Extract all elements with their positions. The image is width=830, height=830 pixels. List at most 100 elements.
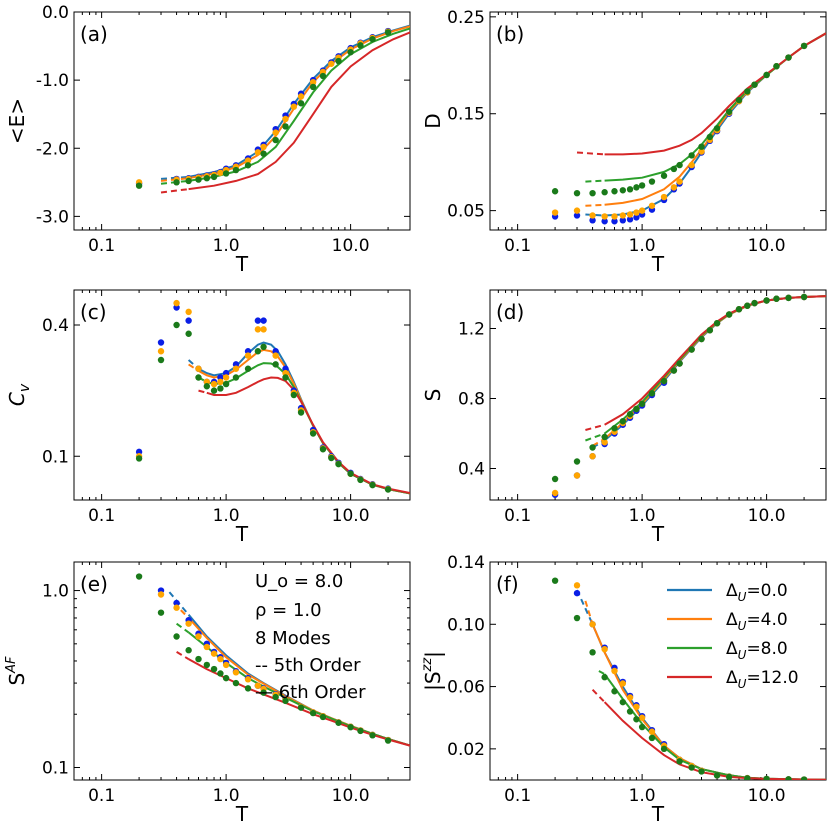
data-point (601, 439, 608, 446)
data-point (195, 633, 202, 640)
x-axis-label: T (235, 522, 249, 546)
data-point (135, 455, 143, 462)
data-point (272, 693, 279, 701)
data-point (735, 306, 743, 313)
data-point (633, 703, 640, 711)
data-point (638, 182, 646, 189)
data-point (195, 374, 202, 381)
data-point (244, 157, 252, 164)
data-point (217, 374, 224, 381)
data-point (800, 42, 808, 50)
data-point (638, 400, 646, 407)
y-tick-label: 0.25 (447, 8, 485, 28)
data-point (185, 308, 192, 316)
panel-label: (e) (80, 572, 108, 596)
data-point (573, 589, 581, 597)
series-line-5th-order (591, 689, 606, 703)
annotation-line-1: U_o = 8.0 (255, 571, 343, 592)
data-point (173, 179, 180, 186)
data-point (357, 727, 364, 735)
data-point (244, 365, 252, 372)
annotation-line-3: 8 Modes (255, 628, 331, 649)
data-point (222, 661, 230, 669)
series-line-5th-order (188, 363, 200, 372)
x-tick-label: 0.1 (88, 506, 115, 526)
data-point (688, 152, 695, 159)
x-tick-label: 10.0 (748, 786, 786, 806)
data-point (626, 694, 634, 701)
data-point (660, 745, 668, 753)
data-point (589, 189, 596, 197)
plot-frame (73, 289, 411, 501)
data-point (633, 184, 640, 191)
data-point (309, 83, 317, 91)
plot-area (551, 32, 826, 225)
x-tick-label: 10.0 (748, 506, 786, 526)
x-tick-label: 1.0 (213, 236, 240, 256)
data-point (763, 775, 770, 780)
data-point (670, 367, 678, 374)
data-point (611, 667, 618, 675)
x-axis-label: T (651, 522, 665, 546)
panel-4: 0.1 1.0 10.0 1.2 0.8 0.4 T S (d) (421, 289, 827, 546)
data-point (626, 708, 634, 715)
data-point (222, 170, 230, 177)
data-point (260, 689, 267, 696)
data-point (589, 453, 596, 460)
data-point (203, 175, 211, 182)
series-line-6th-order (188, 27, 410, 182)
data-point (217, 378, 224, 386)
data-point (347, 48, 354, 56)
data-point (232, 679, 240, 687)
series-line-5th-order (576, 151, 605, 156)
data-point (698, 148, 705, 155)
data-point (232, 365, 240, 372)
annotation-block: U_o = 8.0 ρ = 1.0 8 Modes -- 5th Order —… (255, 571, 366, 703)
data-point (589, 444, 596, 451)
x-axis-label: T (235, 252, 249, 276)
data-point (725, 108, 733, 115)
data-point (648, 390, 656, 397)
data-point (282, 365, 289, 372)
data-point (589, 621, 596, 628)
data-point (573, 582, 581, 589)
data-point (713, 320, 721, 327)
data-point (573, 212, 581, 219)
data-point (369, 36, 376, 43)
data-point (638, 714, 646, 721)
annotation-line-5: — 6th Order (255, 682, 366, 703)
data-point (210, 380, 218, 388)
data-point (601, 433, 608, 441)
data-point (551, 188, 559, 195)
data-point (173, 633, 180, 640)
series-line-6th-order (188, 24, 410, 178)
data-point (698, 768, 705, 775)
data-point (626, 216, 634, 223)
plot-area (135, 299, 410, 495)
data-point (335, 460, 342, 468)
data-point (773, 63, 780, 70)
data-point (244, 685, 252, 692)
data-point (319, 72, 327, 80)
data-point (282, 123, 289, 130)
data-point (384, 486, 392, 493)
x-tick-label: 10.0 (332, 786, 370, 806)
data-point (551, 475, 559, 483)
data-point (260, 150, 267, 157)
x-axis-label: T (651, 802, 665, 826)
data-point (713, 125, 721, 132)
data-point (260, 343, 267, 351)
data-point (297, 93, 305, 100)
data-point (290, 391, 298, 399)
panel-2: 0.1 1.0 10.0 0.25 0.15 0.05 T D (b) (421, 8, 827, 276)
data-point (648, 728, 656, 735)
data-point (185, 330, 192, 337)
y-tick-label: 0.4 (458, 460, 485, 480)
series-line-5th-order (160, 188, 189, 194)
legend-label: ΔU=0.0 (726, 581, 788, 604)
data-point (369, 732, 376, 739)
y-axis-label: S (421, 389, 445, 402)
data-point (725, 311, 733, 318)
series-line-5th-order (585, 432, 605, 442)
data-point (601, 218, 608, 225)
